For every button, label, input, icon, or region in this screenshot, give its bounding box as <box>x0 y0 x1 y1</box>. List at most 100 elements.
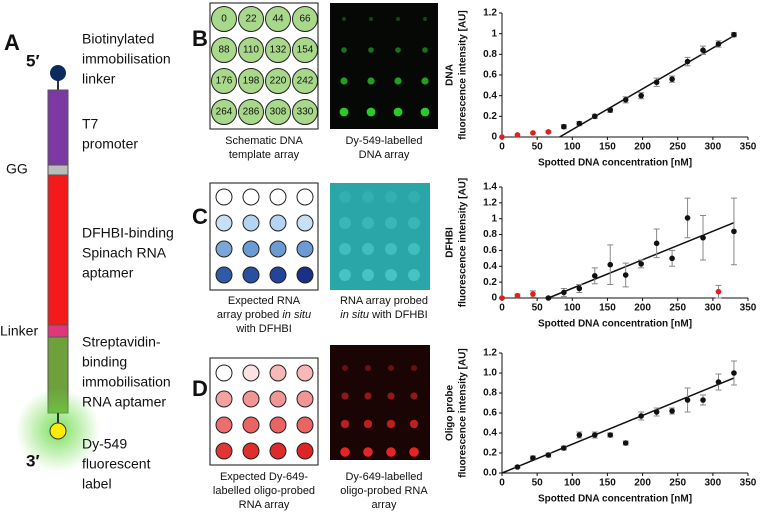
point <box>561 445 567 451</box>
array-spot <box>269 240 287 258</box>
point <box>622 272 629 278</box>
x-tick-label: 250 <box>669 142 686 153</box>
y-tick-label: 1.2 <box>483 8 497 19</box>
fluor-spot <box>385 217 397 229</box>
array-spot <box>238 68 264 94</box>
array-spot <box>269 188 287 206</box>
point <box>561 289 567 296</box>
point <box>607 261 614 268</box>
fluor-spot <box>363 447 373 457</box>
x-tick-label: 50 <box>532 303 544 314</box>
point <box>591 432 598 438</box>
point <box>700 47 706 53</box>
biotin <box>50 65 66 81</box>
spot-label: 286 <box>243 107 260 118</box>
point <box>700 397 706 403</box>
y-tick-label: 0.8 <box>483 229 497 240</box>
point <box>591 113 598 120</box>
trendline <box>559 35 735 138</box>
x-tick-label: 350 <box>740 478 757 489</box>
fluor-spot <box>388 365 394 371</box>
spot-label: 154 <box>297 45 314 56</box>
fluor-spot <box>362 191 374 203</box>
spot-label: 330 <box>297 107 314 118</box>
fluor-spot <box>342 17 346 21</box>
array-spot <box>269 364 287 382</box>
array-spot <box>211 37 237 63</box>
construct-label: immobilisation <box>82 374 171 390</box>
fluor-spot <box>339 191 351 203</box>
caption: Dy-549-labelled <box>345 135 422 147</box>
fluor-spot <box>408 191 420 203</box>
point <box>715 41 722 47</box>
caption: Dy-649-labelled <box>345 471 422 483</box>
x-tick-label: 200 <box>634 303 651 314</box>
fluor-spot <box>365 365 371 371</box>
point <box>607 432 614 438</box>
array-spot <box>242 390 260 408</box>
array-spot <box>215 266 233 284</box>
spinach-block <box>47 174 69 326</box>
fluor-spot <box>341 392 349 400</box>
point <box>715 288 722 295</box>
spot-label: 198 <box>243 76 260 87</box>
array-spot <box>296 416 314 434</box>
spot-label: 44 <box>272 14 284 25</box>
point <box>576 285 583 292</box>
array-spot <box>269 214 287 232</box>
y-tick-label: 0.2 <box>483 448 497 459</box>
array-images: 0 22 44 66 88 110 132 154 176 198 220 242 264 286 308 3… <box>211 6 430 460</box>
array-spot <box>265 99 291 125</box>
array-spot <box>238 6 264 32</box>
array-spot <box>215 364 233 382</box>
panel-letter: D <box>192 376 208 401</box>
array-spot <box>215 240 233 258</box>
y-tick-label: 0.8 <box>483 49 497 60</box>
point <box>638 92 644 99</box>
x-tick-label: 50 <box>532 478 544 489</box>
array-spot <box>292 37 318 63</box>
x-tick-label: 100 <box>564 303 581 314</box>
x-tick-label: 0 <box>499 142 505 153</box>
fluor-spot <box>339 217 351 229</box>
x-tick-label: 350 <box>740 142 757 153</box>
y-axis-label: fluorescence intensity [AU] <box>458 10 469 139</box>
y-tick-label: 0.4 <box>483 428 497 439</box>
caption: template array <box>229 149 300 161</box>
point <box>653 409 660 415</box>
point <box>499 295 505 301</box>
array-spot <box>242 416 260 434</box>
fluor-spot <box>339 243 351 255</box>
construct-label: aptamer <box>82 265 134 281</box>
gg-label: GG <box>6 161 28 177</box>
array-image <box>330 345 430 460</box>
construct-label: DFHBI-binding <box>82 225 174 241</box>
fluor-spot <box>409 447 419 457</box>
array-spot <box>269 416 287 434</box>
point <box>731 370 737 376</box>
y-tick-label: 1 <box>491 28 497 39</box>
fluor-spot <box>364 392 372 400</box>
caption: RNA array probed <box>340 295 428 307</box>
linker-label: Linker <box>0 323 38 339</box>
y-tick-label: 1.4 <box>483 182 497 193</box>
fluor-spot <box>394 77 402 85</box>
array-spot <box>265 6 291 32</box>
fluor-spot <box>341 47 347 53</box>
fluor-spot <box>385 243 397 255</box>
point <box>684 58 691 65</box>
fluor-spot <box>340 77 348 85</box>
array-spot <box>296 240 314 258</box>
x-axis-label: Spotted DNA concentration [nM] <box>538 319 692 330</box>
x-tick-label: 200 <box>634 142 651 153</box>
t7-block <box>47 89 69 166</box>
point <box>731 31 737 38</box>
y-tick-label: 0.6 <box>483 245 497 256</box>
y-tick-label: 0.0 <box>483 468 497 479</box>
x-tick-label: 350 <box>740 303 757 314</box>
construct-label: binding <box>82 354 127 370</box>
x-tick-label: 50 <box>532 142 544 153</box>
construct-label: promoter <box>82 136 138 152</box>
caption-part: in situ <box>340 309 369 321</box>
caption: RNA array <box>239 499 290 511</box>
